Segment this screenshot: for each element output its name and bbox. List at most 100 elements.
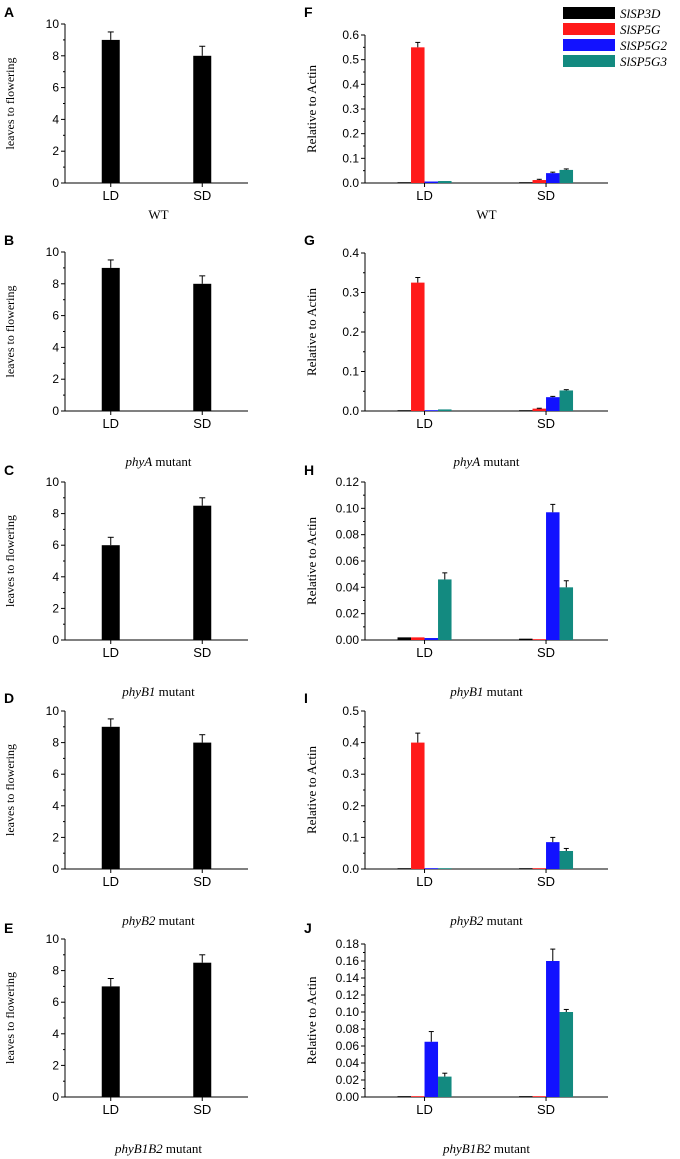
legend-label: SlSP5G3	[620, 54, 667, 69]
bar-ld	[101, 986, 120, 1097]
y-tick-label: 10	[46, 932, 60, 946]
panel-title-rest: mutant	[483, 684, 523, 699]
x-tick-label: SD	[537, 188, 555, 203]
panel-title-rest: mutant	[491, 1141, 531, 1156]
panel-title-genotype: phyA	[452, 454, 480, 469]
y-axis-label: leaves to flowering	[3, 58, 17, 150]
bar-slsp3d-sd	[519, 868, 533, 869]
panel-label: H	[304, 462, 314, 478]
bar-slsp5g3-ld	[438, 409, 452, 411]
y-tick-label: 2	[52, 1058, 59, 1072]
panel-label: D	[4, 690, 14, 706]
panel-title: phyA mutant	[452, 454, 519, 469]
y-tick-label: 0.00	[336, 1090, 360, 1104]
panel-title-rest: mutant	[155, 913, 195, 928]
panel-label: J	[304, 920, 312, 936]
panel-title-genotype: phyB2	[449, 913, 484, 928]
panel-title: WT	[148, 207, 168, 222]
y-tick-label: 8	[52, 507, 59, 521]
legend-swatch-slsp5g2	[563, 39, 615, 51]
y-axis-label: leaves to flowering	[3, 515, 17, 607]
bar-slsp5g3-sd	[559, 1012, 574, 1097]
x-tick-label: LD	[102, 416, 119, 431]
panel-title: phyB1B2 mutant	[442, 1141, 530, 1156]
legend-swatch-slsp5g3	[563, 55, 615, 67]
bar-slsp3d-sd	[519, 410, 533, 411]
bar-ld	[101, 39, 120, 184]
bar-slsp5g2-ld	[424, 638, 439, 640]
panel-label: E	[4, 920, 13, 936]
panel-d: D 0 2 4 6 8 10 leaves to flowering LD SD phyB2 mut…	[3, 690, 248, 928]
bar-slsp5g2-sd	[546, 173, 560, 183]
bar-slsp5g2-ld	[424, 1041, 439, 1097]
y-tick-label: 2	[52, 601, 59, 615]
y-axis-label: Relative to Actin	[304, 516, 319, 605]
y-tick-label: 0.14	[336, 971, 360, 985]
bar-ld	[101, 545, 120, 640]
legend-swatch-slsp3d	[563, 7, 615, 19]
panel-g: G 0.0 0.1 0.2 0.3 0.4 Relative to Actin LD SD phy…	[304, 232, 608, 469]
y-tick-label: 6	[52, 81, 59, 95]
bar-slsp5g-ld	[411, 742, 425, 869]
y-tick-label: 0.1	[342, 830, 359, 844]
bar-slsp3d-ld	[397, 1096, 412, 1097]
panel-title: phyB1B2 mutant	[114, 1141, 202, 1156]
panel-i: I 0.0 0.1 0.2 0.3 0.4 0.5 Relative to Actin LD SD…	[304, 690, 608, 928]
y-tick-label: 0.2	[342, 325, 359, 339]
y-tick-label: 0.0	[342, 862, 359, 876]
bar-slsp5g2-sd	[546, 397, 560, 411]
bar-sd	[193, 505, 212, 640]
y-axis-label: leaves to flowering	[3, 286, 17, 378]
panel-title-genotype: phyB1B2	[114, 1141, 163, 1156]
bar-slsp3d-ld	[397, 637, 412, 640]
panel-title-genotype: phyA	[124, 454, 152, 469]
y-tick-label: 0	[52, 404, 59, 418]
y-tick-label: 0.6	[342, 28, 359, 42]
bar-sd	[193, 742, 212, 869]
x-tick-label: LD	[102, 874, 119, 889]
panel-label: A	[4, 4, 14, 20]
y-tick-label: 0.4	[342, 736, 359, 750]
panel-title: phyB2 mutant	[449, 913, 523, 928]
bar-slsp5g3-sd	[559, 169, 574, 183]
panel-title-rest: mutant	[483, 913, 523, 928]
y-tick-label: 0	[52, 862, 59, 876]
bar-slsp3d-sd	[519, 182, 533, 183]
y-tick-label: 0.3	[342, 286, 359, 300]
bar-slsp5g3-ld	[438, 1076, 452, 1097]
y-tick-label: 0.04	[336, 580, 360, 594]
panel-title: phyB1 mutant	[121, 684, 195, 699]
bar-ld	[101, 726, 120, 869]
panel-b: B 0 2 4 6 8 10 leaves to flowering LD SD phyA muta…	[3, 232, 248, 469]
bar-slsp5g3-ld	[438, 868, 452, 869]
y-axis-label: Relative to Actin	[304, 976, 319, 1065]
y-tick-label: 0.04	[336, 1056, 360, 1070]
bar-slsp5g3-sd	[559, 390, 574, 411]
panel-title: phyB1 mutant	[449, 684, 523, 699]
x-tick-label: SD	[193, 188, 211, 203]
y-axis-label: leaves to flowering	[3, 972, 17, 1064]
bar-sd	[193, 283, 212, 411]
y-tick-label: 6	[52, 538, 59, 552]
panel-title-rest: mutant	[480, 454, 520, 469]
y-tick-label: 0.06	[336, 554, 360, 568]
bar-slsp3d-ld	[397, 182, 412, 183]
y-tick-label: 2	[52, 372, 59, 386]
y-tick-label: 0.4	[342, 77, 359, 91]
bar-slsp5g2-ld	[424, 181, 439, 183]
y-tick-label: 8	[52, 277, 59, 291]
y-tick-label: 0.02	[336, 1073, 360, 1087]
bar-ld	[101, 267, 120, 411]
y-tick-label: 10	[46, 245, 60, 259]
y-tick-label: 8	[52, 49, 59, 63]
panel-label: G	[304, 232, 315, 248]
y-axis-label: Relative to Actin	[304, 745, 319, 834]
y-tick-label: 2	[52, 144, 59, 158]
bar-slsp3d-sd	[519, 1096, 533, 1097]
panel-title: WT	[476, 207, 496, 222]
x-tick-label: LD	[416, 1102, 433, 1117]
y-tick-label: 0.10	[336, 1005, 360, 1019]
panel-a: A 0 2 4 6 8 10 leaves to flowering LD SD WT	[3, 4, 248, 222]
